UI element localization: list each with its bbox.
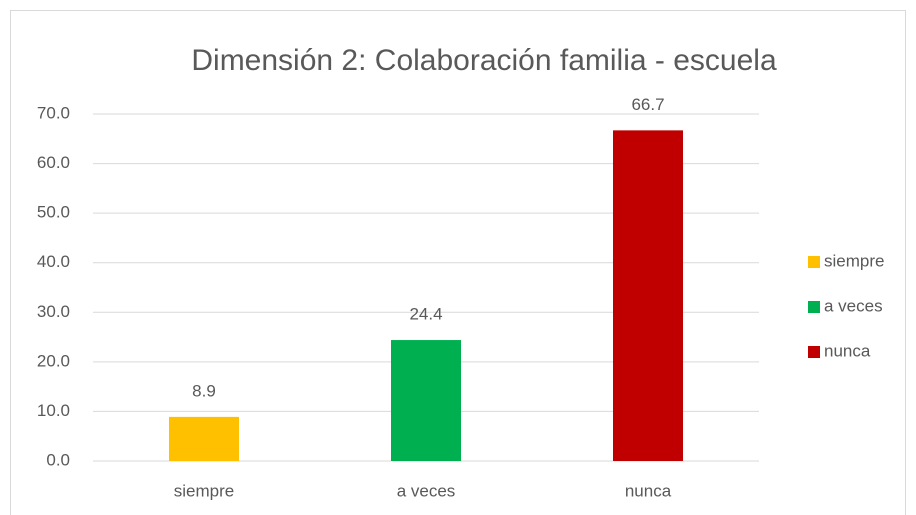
y-tick-label: 30.0 (37, 302, 70, 321)
y-tick-label: 60.0 (37, 153, 70, 172)
data-label: 66.7 (631, 95, 664, 114)
x-tick-label: a veces (397, 481, 456, 500)
y-tick-label: 0.0 (46, 450, 70, 469)
y-tick-label: 20.0 (37, 351, 70, 370)
y-tick-label: 70.0 (37, 103, 70, 122)
y-tick-label: 10.0 (37, 401, 70, 420)
legend-label: a veces (824, 296, 883, 315)
y-tick-label: 50.0 (37, 203, 70, 222)
y-tick-label: 40.0 (37, 252, 70, 271)
data-label: 8.9 (192, 381, 216, 400)
data-label: 24.4 (409, 305, 442, 324)
x-tick-label: nunca (625, 481, 672, 500)
legend-swatch (808, 346, 820, 358)
bar (613, 130, 683, 461)
chart-title: Dimensión 2: Colaboración familia - escu… (191, 44, 777, 77)
legend-label: siempre (824, 251, 884, 270)
bar (391, 340, 461, 461)
x-tick-label: siempre (174, 481, 234, 500)
bar (169, 416, 239, 461)
legend-swatch (808, 256, 820, 268)
legend-swatch (808, 301, 820, 313)
legend-label: nunca (824, 341, 871, 360)
